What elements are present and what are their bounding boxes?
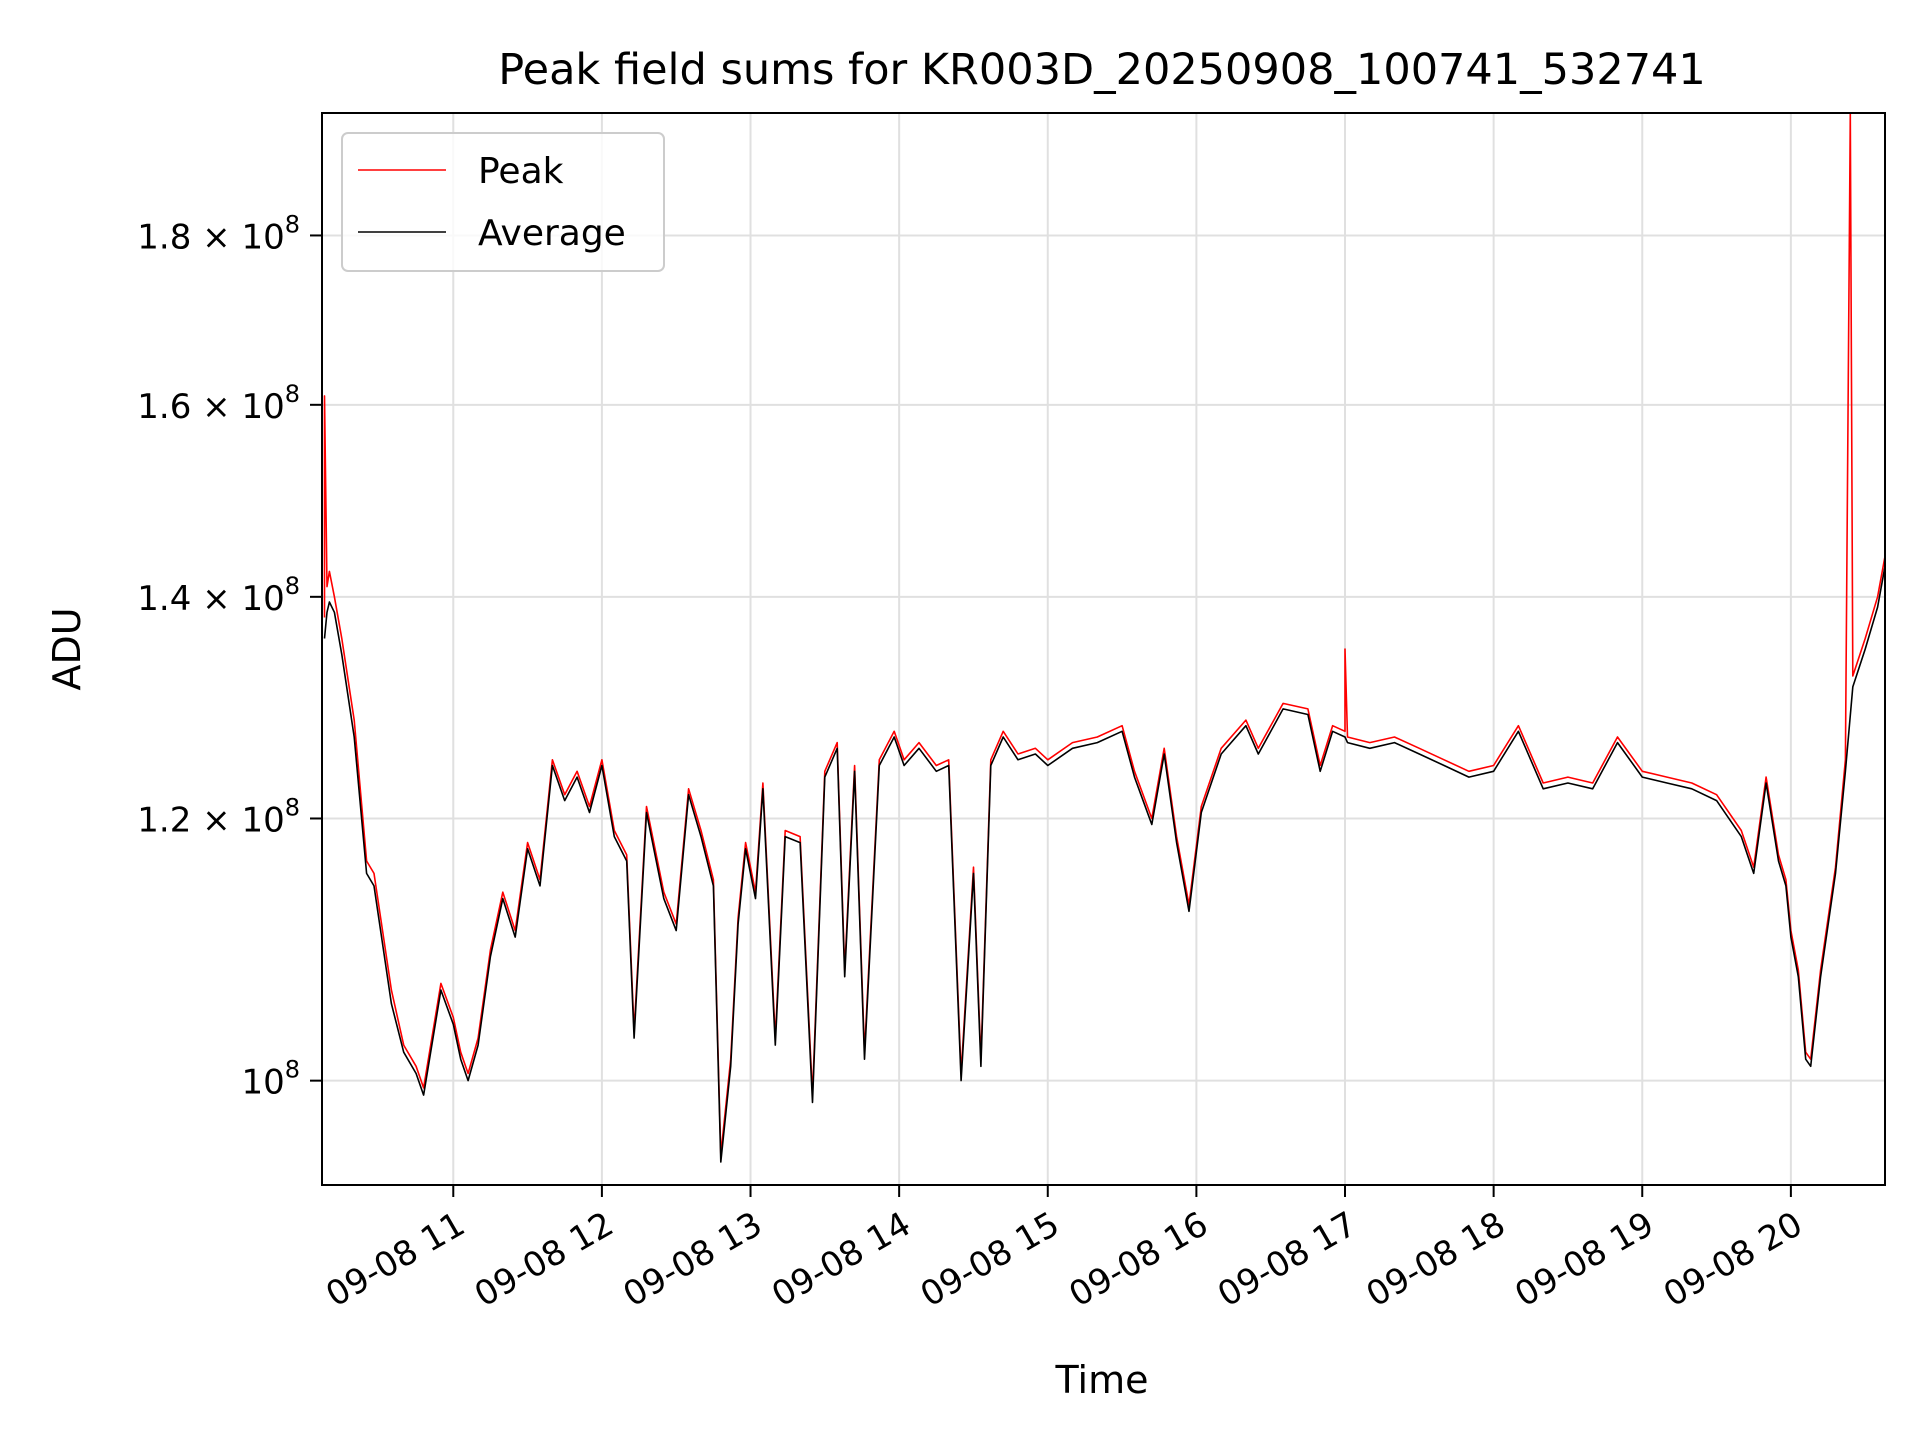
legend: Peak Average <box>341 132 665 272</box>
plot-frame <box>321 112 1886 1186</box>
y-tick-label: 1.6 × 108 <box>137 380 300 427</box>
grid-lines <box>322 113 1885 1185</box>
series-layer <box>323 112 1886 1163</box>
y-axis: 108 1.2 × 108 1.4 × 108 1.6 × 108 1.8 × 108 <box>137 210 322 1103</box>
y-tick-label: 1.2 × 108 <box>137 793 300 840</box>
y-axis-label: ADU <box>45 607 89 690</box>
legend-label-average: Average <box>478 213 626 254</box>
x-axis-label: Time <box>1055 1358 1149 1402</box>
legend-box <box>341 132 665 272</box>
y-tick-label: 108 <box>241 1056 300 1103</box>
chart-title: Peak field sums for KR003D_20250908_1007… <box>498 45 1706 95</box>
series-line-average <box>323 566 1886 1163</box>
legend-label-peak: Peak <box>478 151 564 192</box>
y-tick-label: 1.4 × 108 <box>137 572 300 619</box>
y-tick-label: 1.8 × 108 <box>137 210 300 257</box>
